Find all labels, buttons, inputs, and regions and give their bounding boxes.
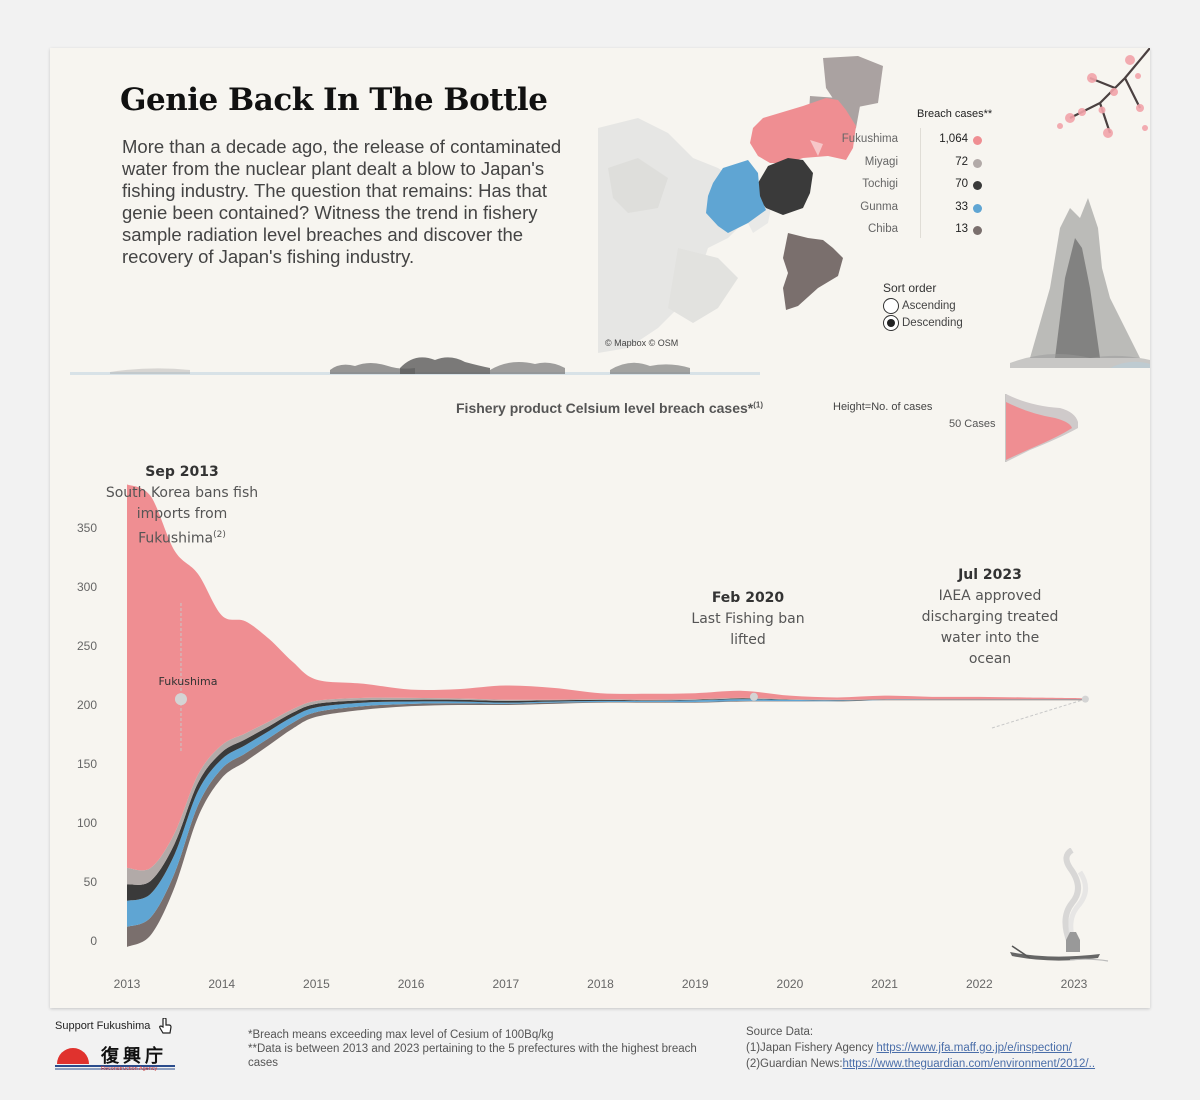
legend-item-value: 1,064 [939,133,968,145]
logo-text: 復興庁 [101,1046,167,1067]
legend-item-name: Miyagi [864,155,898,168]
source-guardian: (2)Guardian News:https://www.theguardian… [746,1058,1096,1070]
map-region-chiba[interactable] [783,233,843,310]
legend-title: Breach cases** [917,108,993,120]
source-data: Source Data: (1)Japan Fishery Agency htt… [746,1024,1156,1072]
y-tick-label: 350 [77,521,97,535]
annotation-leader-line [991,698,1086,729]
stream-series[interactable] [127,484,1084,947]
boat-sake-decoration [1010,848,1109,962]
legend-dot-icon [973,181,982,190]
x-tick-label: 2018 [587,977,614,991]
logo-subtitle: Reconstruction Agency [101,1066,158,1072]
x-tick-label: 2020 [777,977,804,991]
legend-item-name: Chiba [867,223,898,235]
size-legend-label: 50 Cases [949,418,996,430]
y-tick-label: 300 [77,580,97,594]
sort-order-label: Sort order [883,281,937,295]
height-note: Height=No. of cases [833,401,933,413]
x-axis: 2013 2014 2015 2016 2017 2018 2019 2020 2021 2022… [114,977,1088,991]
x-tick-label: 2016 [398,977,425,991]
radio-selected-icon[interactable] [883,315,899,331]
legend-item-gunma[interactable]: Gunma 33 [830,198,990,218]
support-fukushima-block[interactable]: Support Fukushima 復興庁 Reconstruction Age… [55,1018,185,1080]
y-tick-label: 250 [77,639,97,653]
legend-dot-icon [973,203,982,213]
legend-dot-icon [973,158,982,168]
x-tick-label: 2013 [114,977,141,991]
stream-gunma[interactable] [127,699,1084,927]
cherry-blossom-decoration [1057,48,1150,138]
x-tick-label: 2019 [682,977,709,991]
sort-ascending-radio[interactable]: Ascending [883,298,956,314]
legend-item-value: 72 [955,155,968,168]
ink-landscape-decoration [70,357,760,375]
source-guardian-link[interactable]: https://www.theguardian.com/environment/… [842,1058,1096,1070]
legend-item-value: 33 [955,200,968,213]
dashboard-card: Genie Back In The Bottle More than a dec… [50,48,1150,1008]
y-tick-label: 0 [90,934,97,948]
source-jfa-link[interactable]: https://www.jfa.maff.go.jp/e/inspection/ [876,1042,1072,1054]
support-link[interactable]: Support Fukushima [55,1020,151,1032]
y-axis: 0 50 100 150 200 250 300 350 [77,521,97,948]
source-title: Source Data: [746,1026,814,1038]
y-tick-label: 200 [77,698,97,712]
fukushima-point-label: Fukushima [159,675,218,688]
legend-item-miyagi[interactable]: Miyagi 72 [830,153,990,173]
page-title: Genie Back In The Bottle [120,82,548,118]
annotation-point [749,692,758,701]
chart-title: Fishery product Celsium level breach cas… [456,400,764,416]
legend-item-name: Tochigi [862,178,898,190]
legend-item-fukushima[interactable]: Fukushima 1,064 [830,130,990,150]
map-region-tochigi[interactable] [758,158,813,215]
size-legend [1005,394,1078,462]
annotation-point [1081,695,1089,703]
footnote-breach: *Breach means exceeding max level of Ces… [248,1029,554,1041]
radio-icon[interactable] [883,298,899,314]
legend-dot-icon [973,226,982,235]
source-jfa: (1)Japan Fishery Agency https://www.jfa.… [746,1042,1072,1054]
legend-item-value: 13 [955,223,968,235]
map-region-miyagi-north[interactable] [823,56,883,108]
annotation-jul-2023: Jul 2023 IAEA approved discharging treat… [921,567,1059,667]
x-tick-label: 2017 [492,977,519,991]
annotation-markers: Fukushima [159,603,1089,753]
prefecture-map[interactable] [598,48,908,353]
stream-fukushima[interactable] [127,484,1084,871]
y-tick-label: 100 [77,816,97,830]
footnotes: *Breach means exceeding max level of Ces… [248,1028,718,1070]
x-tick-label: 2022 [966,977,993,991]
footnote-data: **Data is between 2013 and 2023 pertaini… [248,1043,697,1069]
annotation-point [174,693,187,706]
map-region-fukushima[interactable] [750,98,856,163]
x-tick-label: 2014 [208,977,235,991]
map-region-gunma[interactable] [706,160,766,233]
legend-divider [920,128,921,238]
legend-item-name: Fukushima [841,133,898,145]
legend-dot-icon [973,136,982,145]
y-tick-label: 150 [77,757,97,771]
x-tick-label: 2015 [303,977,330,991]
ink-mountain-decoration [1010,198,1150,368]
y-tick-label: 50 [84,875,98,889]
hand-pointer-icon[interactable] [157,1018,173,1036]
stream-tochigi[interactable] [127,698,1084,901]
legend-item-name: Gunma [860,200,898,213]
legend-item-tochigi[interactable]: Tochigi 70 [830,175,990,195]
sort-descending-radio[interactable]: Descending [883,315,963,331]
annotation-feb-2020: Feb 2020 Last Fishing ban lifted [691,590,805,648]
reconstruction-agency-logo [55,1048,175,1070]
annotation-sep-2013: Sep 2013 South Korea bans fish imports f… [105,464,259,547]
x-tick-label: 2021 [871,977,898,991]
map-credit: © Mapbox © OSM [605,338,679,348]
intro-paragraph: More than a decade ago, the release of c… [122,136,562,267]
legend-item-chiba[interactable]: Chiba 13 [830,220,990,240]
x-tick-label: 2023 [1061,977,1088,991]
legend-item-value: 70 [955,178,968,190]
